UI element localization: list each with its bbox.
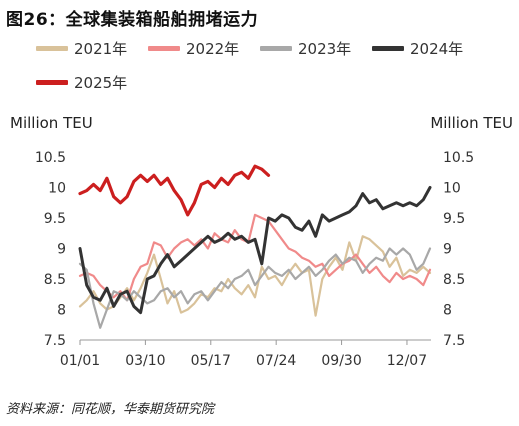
legend-label: 2022年 bbox=[186, 40, 240, 58]
chart-title: 图26：全球集装箱船舶拥堵运力 bbox=[6, 10, 259, 30]
legend-swatch bbox=[36, 46, 68, 51]
source-note: 资料来源：同花顺，华泰期货研究院 bbox=[6, 402, 215, 417]
y-tick-label-left: 7.5 bbox=[44, 333, 66, 349]
legend-swatch bbox=[372, 46, 404, 51]
y-tick-label-right: 9.5 bbox=[443, 211, 465, 227]
y-tick-label-right: 7.5 bbox=[443, 333, 465, 349]
x-tick-label: 09/30 bbox=[321, 353, 361, 369]
y-tick-label-right: 10 bbox=[443, 181, 461, 197]
legend-swatch bbox=[260, 46, 292, 51]
x-tick-label: 07/24 bbox=[256, 353, 296, 369]
legend-item-3: 2023年 bbox=[260, 38, 351, 59]
y-tick-label-left: 10.5 bbox=[35, 150, 66, 166]
series-line-4 bbox=[78, 186, 432, 315]
y-tick-label-right: 9 bbox=[443, 242, 452, 258]
y-tick-label-left: 8.5 bbox=[44, 272, 66, 288]
x-tick-label: 01/01 bbox=[60, 353, 100, 369]
series-line-1 bbox=[78, 235, 432, 317]
series-line-2 bbox=[78, 213, 432, 302]
legend-label: 2023年 bbox=[298, 40, 352, 58]
y-tick-label-right: 10.5 bbox=[443, 150, 474, 166]
y-tick-label-left: 10 bbox=[48, 181, 66, 197]
legend-item-2: 2022年 bbox=[148, 38, 239, 59]
legend-label: 2021年 bbox=[74, 40, 128, 58]
y-axis-left-label: Million TEU bbox=[10, 114, 93, 132]
y-tick-label-left: 8 bbox=[57, 303, 66, 319]
x-tick-label: 12/07 bbox=[387, 353, 427, 369]
series-line-3 bbox=[78, 247, 432, 329]
axes bbox=[79, 339, 431, 345]
y-tick-label-left: 9.5 bbox=[44, 211, 66, 227]
legend-item-1: 2021年 bbox=[36, 38, 127, 59]
x-tick-label: 03/10 bbox=[125, 353, 165, 369]
legend-swatch bbox=[148, 46, 180, 51]
legend-label: 2025年 bbox=[74, 74, 128, 92]
y-tick-label-right: 8.5 bbox=[443, 272, 465, 288]
legend-swatch bbox=[36, 80, 68, 85]
legend-item-5: 2025年 bbox=[36, 72, 127, 93]
legend-item-4: 2024年 bbox=[372, 38, 463, 59]
y-tick-label-left: 9 bbox=[57, 242, 66, 258]
series-line-5 bbox=[78, 164, 271, 217]
legend-label: 2024年 bbox=[410, 40, 464, 58]
y-axis-right-label: Million TEU bbox=[430, 114, 513, 132]
x-tick-label: 05/17 bbox=[191, 353, 231, 369]
y-tick-label-right: 8 bbox=[443, 303, 452, 319]
tick-labels: 01/01 03/10 05/17 07/24 09/30 12/07 7.5 7.5 8 8 8.… bbox=[35, 150, 474, 369]
series-lines bbox=[78, 164, 432, 329]
